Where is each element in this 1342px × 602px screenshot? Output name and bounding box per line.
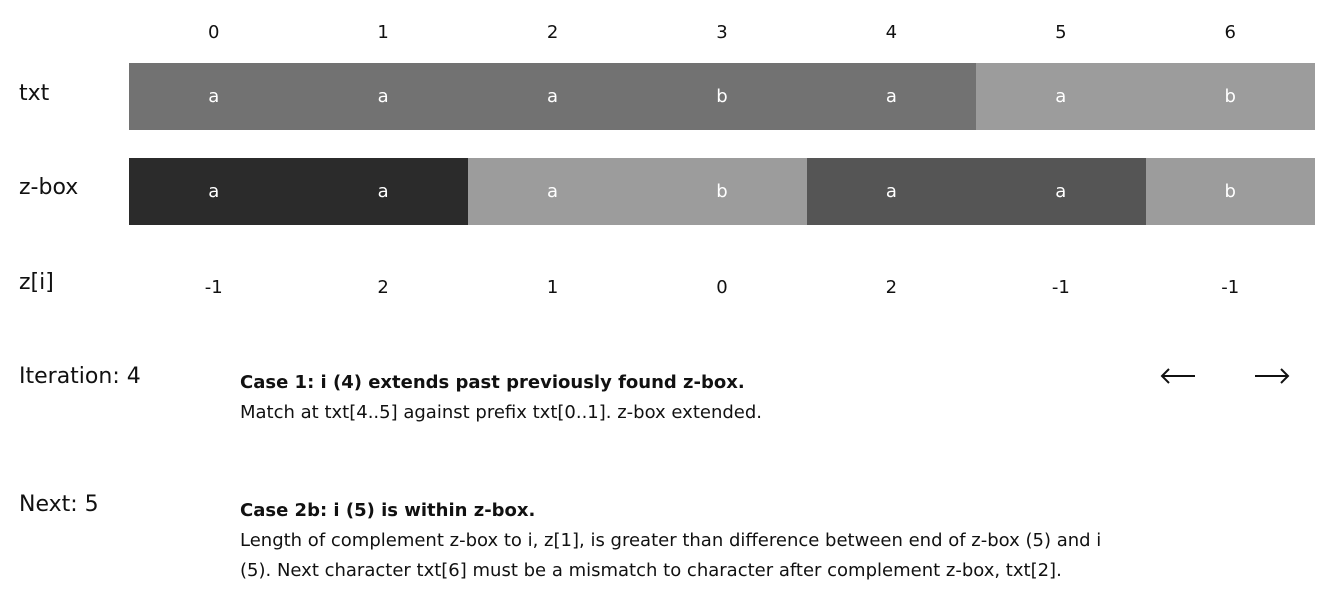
zi-row-label: z[i] [19,270,54,295]
txt-cell: a [129,63,299,130]
next-case-text: Length of complement z-box to i, z[1], i… [240,530,1102,581]
iteration-case-text: Match at txt[4..5] against prefix txt[0.… [240,402,763,423]
zbox-cell: b [1145,158,1315,225]
z-value: 1 [546,277,559,298]
iteration-case-title: Case 1: i (4) extends past previously fo… [240,372,745,393]
prev-button[interactable] [1158,358,1198,394]
index-cell: 6 [1224,22,1236,43]
z-value: -1 [204,277,223,298]
index-cell: 1 [377,22,389,43]
txt-cell: b [637,63,807,130]
z-value: -1 [1051,277,1070,298]
index-cell: 0 [207,22,220,43]
txt-row-label: txt [19,81,50,106]
iteration-label: Iteration: 4 [19,364,141,389]
index-cell: 5 [1055,22,1067,43]
next-description: Case 2b: i (5) is within z-box. Length o… [240,496,1110,586]
zbox-cell: a [129,158,299,225]
next-label: Next: 5 [19,492,99,517]
txt-strip: a a a b a a b [129,63,1315,130]
zbox-strip: a a a b a a b [129,158,1315,225]
index-header: 0 1 2 3 4 5 6 [129,20,1315,46]
zbox-row-label: z-box [19,175,79,200]
z-value: 2 [885,277,898,298]
z-value: 0 [716,277,728,298]
z-values-row: -1 2 1 0 2 -1 -1 [129,274,1315,302]
index-cell: 3 [716,22,728,43]
z-value: 2 [377,277,389,298]
txt-cell: a [806,63,977,130]
zbox-cell: a [806,158,977,225]
zbox-cell: a [298,158,468,225]
zbox-cell: a [976,158,1146,225]
next-button[interactable] [1252,358,1292,394]
arrow-left-icon [1160,368,1195,384]
next-case-title: Case 2b: i (5) is within z-box. [240,500,536,521]
zbox-cell: a [467,158,638,225]
zbox-cell: b [637,158,807,225]
arrow-right-icon [1255,368,1290,384]
index-cell: 4 [885,22,898,43]
txt-cell: a [976,63,1146,130]
txt-cell: a [298,63,468,130]
iteration-description: Case 1: i (4) extends past previously fo… [240,368,1110,428]
index-cell: 2 [546,22,559,43]
z-value: -1 [1221,277,1240,298]
txt-cell: a [467,63,638,130]
txt-cell: b [1145,63,1315,130]
